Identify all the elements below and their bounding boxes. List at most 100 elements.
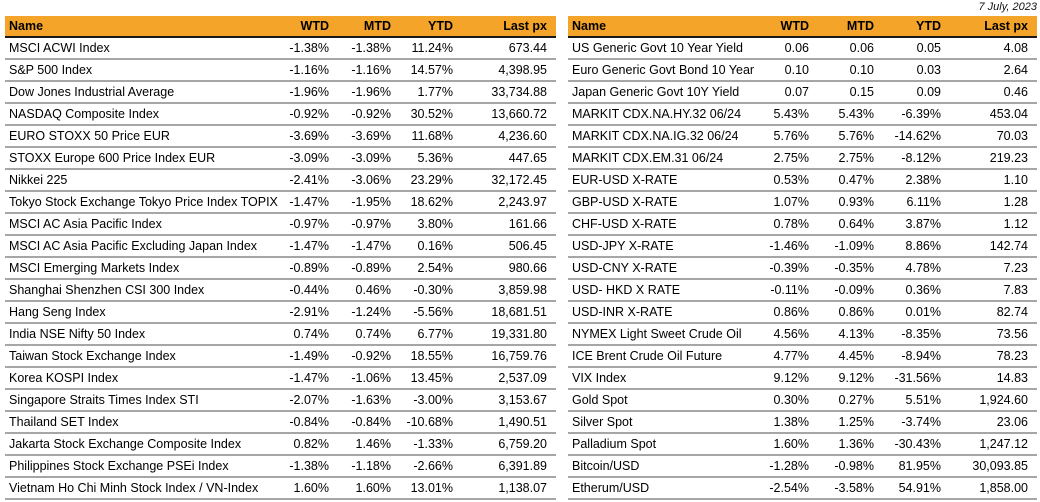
row-value: 3,153.67 (462, 389, 556, 412)
row-value: -0.84% (338, 411, 400, 434)
row-value: 1.46% (338, 433, 400, 456)
row-value: -1.18% (338, 455, 400, 478)
row-value: 73.56 (950, 323, 1037, 346)
row-value: -1.38% (338, 37, 400, 60)
table-row: Jakarta Stock Exchange Composite Index 0.… (5, 433, 556, 456)
row-value: 0.16% (400, 235, 462, 258)
table-row: CHF-USD X-RATE 0.78% 0.64% 3.87% 1.12 (568, 213, 1037, 236)
row-value: 0.30% (756, 389, 818, 412)
row-value: 5.43% (818, 103, 883, 126)
table-row: GBP-USD X-RATE 1.07% 0.93% 6.11% 1.28 (568, 191, 1037, 214)
row-value: -10.68% (400, 411, 462, 434)
table-row: USD-INR X-RATE 0.86% 0.86% 0.01% 82.74 (568, 301, 1037, 324)
row-value: -3.69% (338, 125, 400, 148)
row-value: 4.78% (883, 257, 950, 280)
row-value: 447.65 (462, 147, 556, 170)
row-value: 9.12% (756, 367, 818, 390)
row-value: -3.58% (818, 477, 883, 500)
row-value: -1.96% (338, 81, 400, 104)
row-value: 0.64% (818, 213, 883, 236)
table-row: EUR-USD X-RATE 0.53% 0.47% 2.38% 1.10 (568, 169, 1037, 192)
row-value: 32,172.45 (462, 169, 556, 192)
row-value: 30,093.85 (950, 455, 1037, 478)
row-name: Dow Jones Industrial Average (5, 81, 286, 104)
row-name: USD-JPY X-RATE (568, 235, 756, 258)
row-value: -3.09% (338, 147, 400, 170)
row-value: 0.46 (950, 81, 1037, 104)
row-value: 6.77% (400, 323, 462, 346)
row-name: STOXX Europe 600 Price Index EUR (5, 147, 286, 170)
row-value: 70.03 (950, 125, 1037, 148)
row-value: 7.23 (950, 257, 1037, 280)
row-value: 19,331.80 (462, 323, 556, 346)
row-value: -1.24% (338, 301, 400, 324)
row-value: -8.94% (883, 345, 950, 368)
row-value: -1.47% (286, 191, 338, 214)
row-value: -0.09% (818, 279, 883, 302)
row-value: 2.38% (883, 169, 950, 192)
row-value: 16,759.76 (462, 345, 556, 368)
row-value: -2.54% (756, 477, 818, 500)
table-row: MSCI Emerging Markets Index -0.89% -0.89% 2… (5, 257, 556, 280)
row-name: MARKIT CDX.NA.IG.32 06/24 (568, 125, 756, 148)
row-value: 0.27% (818, 389, 883, 412)
table-row: S&P 500 Index -1.16% -1.16% 14.57% 4,398.95 (5, 59, 556, 82)
row-name: USD- HKD X RATE (568, 279, 756, 302)
row-value: 13,660.72 (462, 103, 556, 126)
row-name: ICE Brent Crude Oil Future (568, 345, 756, 368)
row-name: USD-CNY X-RATE (568, 257, 756, 280)
row-value: -0.97% (286, 213, 338, 236)
row-value: 14.83 (950, 367, 1037, 390)
row-value: 1,138.07 (462, 477, 556, 500)
row-value: 2.75% (818, 147, 883, 170)
column-header-lastpx: Last px (462, 16, 556, 38)
row-value: 1.28 (950, 191, 1037, 214)
row-name: MSCI ACWI Index (5, 37, 286, 60)
table-row: USD- HKD X RATE -0.11% -0.09% 0.36% 7.83 (568, 279, 1037, 302)
table-row: MSCI ACWI Index -1.38% -1.38% 11.24% 673.44 (5, 37, 556, 60)
row-value: 5.76% (818, 125, 883, 148)
table-row: ICE Brent Crude Oil Future 4.77% 4.45% -8.9… (568, 345, 1037, 368)
row-value: -0.39% (756, 257, 818, 280)
table-row: MARKIT CDX.EM.31 06/24 2.75% 2.75% -8.12% 21… (568, 147, 1037, 170)
row-value: -6.39% (883, 103, 950, 126)
row-value: 2.54% (400, 257, 462, 280)
table-row: NASDAQ Composite Index -0.92% -0.92% 30.52%… (5, 103, 556, 126)
row-name: MSCI Emerging Markets Index (5, 257, 286, 280)
row-name: NYMEX Light Sweet Crude Oil (568, 323, 756, 346)
row-value: 82.74 (950, 301, 1037, 324)
row-value: 0.46% (338, 279, 400, 302)
table-header-row: Name WTD MTD YTD Last px (5, 16, 556, 38)
row-value: 54.91% (883, 477, 950, 500)
row-value: 4.45% (818, 345, 883, 368)
row-value: 1,858.00 (950, 477, 1037, 500)
row-value: 1.07% (756, 191, 818, 214)
table-row: Silver Spot 1.38% 1.25% -3.74% 23.06 (568, 411, 1037, 434)
row-value: -1.95% (338, 191, 400, 214)
row-value: 0.07 (756, 81, 818, 104)
column-header-name: Name (5, 16, 286, 38)
row-value: 2,243.97 (462, 191, 556, 214)
row-value: 18.55% (400, 345, 462, 368)
row-value: 1.36% (818, 433, 883, 456)
table-row: MARKIT CDX.NA.IG.32 06/24 5.76% 5.76% -14.6… (568, 125, 1037, 148)
report-date: 7 July, 2023 (978, 1, 1037, 13)
row-name: Palladium Spot (568, 433, 756, 456)
row-name: CHF-USD X-RATE (568, 213, 756, 236)
row-value: -3.06% (338, 169, 400, 192)
row-name: Shanghai Shenzhen CSI 300 Index (5, 279, 286, 302)
rates-fx-commodities-table: Name WTD MTD YTD Last px US Generic Govt… (568, 16, 1037, 500)
table-row: Palladium Spot 1.60% 1.36% -30.43% 1,247.12 (568, 433, 1037, 456)
column-header-wtd: WTD (756, 16, 818, 38)
row-value: 980.66 (462, 257, 556, 280)
row-value: -3.69% (286, 125, 338, 148)
table-row: MSCI AC Asia Pacific Index -0.97% -0.97% 3.… (5, 213, 556, 236)
table-row: Taiwan Stock Exchange Index -1.49% -0.92% 1… (5, 345, 556, 368)
row-value: 2.64 (950, 59, 1037, 82)
table-row: MARKIT CDX.NA.HY.32 06/24 5.43% 5.43% -6.39… (568, 103, 1037, 126)
row-name: EUR-USD X-RATE (568, 169, 756, 192)
row-value: -0.98% (818, 455, 883, 478)
row-value: 4,398.95 (462, 59, 556, 82)
row-value: 0.86% (756, 301, 818, 324)
row-value: 18.62% (400, 191, 462, 214)
